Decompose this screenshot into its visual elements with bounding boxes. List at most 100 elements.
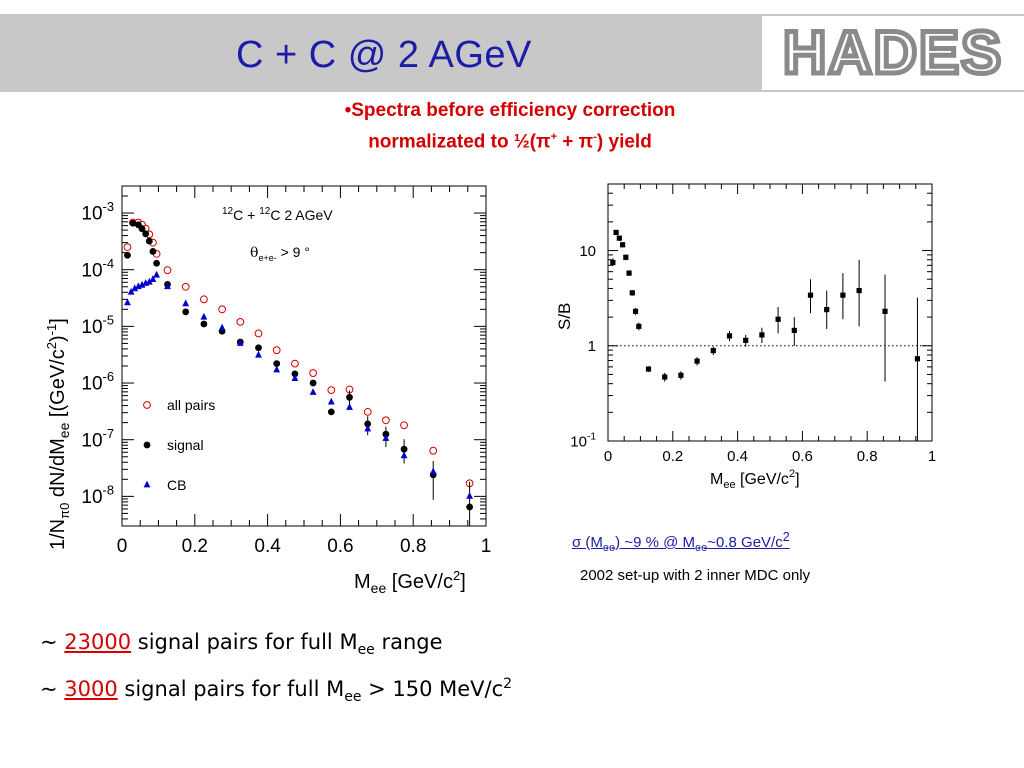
x-tick-label: 0.6: [327, 536, 353, 557]
data-point: [632, 308, 639, 314]
data-point: [364, 420, 372, 428]
signal-pairs-count: 23000: [64, 630, 132, 654]
data-point: [218, 323, 226, 331]
data-point: [273, 365, 281, 373]
y-tick-label: 10-6: [81, 369, 114, 395]
data-point: [327, 408, 335, 416]
y-tick-label: 10-1: [570, 432, 596, 451]
data-point: [429, 446, 438, 455]
data-point: [346, 393, 353, 401]
data-point: [309, 388, 317, 395]
data-point: [163, 266, 172, 275]
subtitle: •Spectra before efficiency correction no…: [290, 98, 730, 155]
data-point: [382, 434, 390, 441]
data-marks: [123, 218, 474, 526]
signal-pairs-count-high-mass: 3000: [64, 677, 118, 701]
data-point: [200, 295, 208, 304]
x-tick-label: 0.4: [254, 536, 281, 557]
data-point: [200, 312, 208, 320]
data-point: [138, 280, 146, 288]
hades-logo: HADES: [762, 16, 1024, 90]
data-point: [623, 254, 629, 260]
legend-marker: [143, 480, 151, 488]
data-point: [153, 259, 160, 267]
data-point: [153, 270, 160, 278]
data-point: [181, 282, 190, 291]
logo-text: HADES: [783, 19, 1003, 86]
data-point: [636, 323, 642, 329]
data-point: [840, 292, 846, 298]
data-point: [255, 350, 262, 358]
data-point: [466, 491, 474, 499]
subtitle-line-1: •Spectra before efficiency correction: [344, 100, 676, 121]
data-point: [775, 316, 781, 322]
y-tick-label: 10-5: [81, 312, 114, 338]
axes: 0 0.2 0.4 0.6 0.8 1 10 1 10-1: [570, 183, 936, 465]
data-point: [759, 332, 765, 338]
x-tick-label: 0.6: [792, 448, 813, 465]
data-point: [272, 346, 281, 355]
data-point: [164, 282, 171, 290]
legend-marker: [143, 441, 151, 449]
x-tick-label: 0.8: [857, 448, 878, 465]
data-point: [124, 298, 131, 306]
y-tick-label: 10-8: [81, 482, 114, 508]
data-point: [629, 290, 635, 296]
subtitle-line-2: normalizated to ½(π+ + π-) yield: [368, 131, 652, 153]
x-tick-label: 1: [928, 448, 936, 465]
data-point: [236, 317, 245, 326]
x-tick-label: 0: [604, 448, 612, 465]
legend-label: signal: [167, 437, 204, 453]
data-point: [466, 503, 474, 511]
data-point: [429, 467, 437, 475]
x-axis-title: Mee [GeV/c2]: [354, 568, 466, 596]
x-tick-label: 0.2: [662, 448, 683, 465]
y-tick-label: 10: [579, 243, 596, 260]
y-tick-label: 10-7: [81, 426, 114, 452]
data-point: [182, 299, 190, 307]
data-point: [882, 308, 888, 314]
system-annotation: 12C + 12C 2 AGeV: [222, 206, 333, 223]
x-tick-label: 0.4: [727, 448, 748, 465]
data-point: [364, 424, 372, 432]
data-point: [309, 369, 318, 377]
data-point: [142, 230, 150, 238]
data-point: [254, 329, 263, 338]
y-tick-label: 10-4: [81, 256, 114, 282]
data-point: [327, 397, 335, 405]
data-point: [710, 347, 716, 354]
data-point: [327, 386, 336, 395]
data-point: [626, 270, 632, 276]
data-point: [124, 251, 131, 259]
data-point: [236, 339, 244, 346]
data-point: [127, 287, 135, 295]
axes: 0 0.2 0.4 0.6 0.8 1 10-3 10-4 10-5 10-6 10-7 10-8: [81, 185, 491, 557]
resolution-note: σ (Mee) ~9 % @ Mee~0.8 GeV/c2: [572, 530, 790, 554]
data-point: [149, 275, 157, 282]
data-point: [743, 337, 749, 343]
data-point: [678, 372, 684, 378]
data-point: [273, 360, 281, 368]
angle-cut-annotation: θe+e- > 9 °: [250, 244, 310, 263]
data-point: [400, 445, 408, 453]
legend-marker: [143, 401, 151, 409]
data-point: [400, 451, 408, 459]
legend-label: all pairs: [167, 397, 215, 413]
data-point: [131, 284, 139, 292]
data-marks: [610, 229, 921, 441]
slide-title: C + C @ 2 AGeV: [236, 34, 532, 76]
data-point: [694, 358, 700, 364]
y-axis-title: 1/Nπ0 dN/dMee [(GeV/c2)-1]: [44, 318, 72, 550]
data-point: [291, 370, 299, 378]
data-point: [255, 344, 262, 352]
data-point: [145, 277, 153, 285]
data-point: [200, 320, 208, 328]
x-tick-label: 0.2: [182, 536, 208, 557]
x-tick-label: 0: [117, 536, 128, 557]
data-point: [218, 305, 227, 314]
data-point: [138, 225, 146, 233]
data-point: [610, 259, 616, 266]
data-point: [791, 327, 797, 334]
data-point: [123, 243, 132, 252]
data-point: [726, 333, 733, 339]
